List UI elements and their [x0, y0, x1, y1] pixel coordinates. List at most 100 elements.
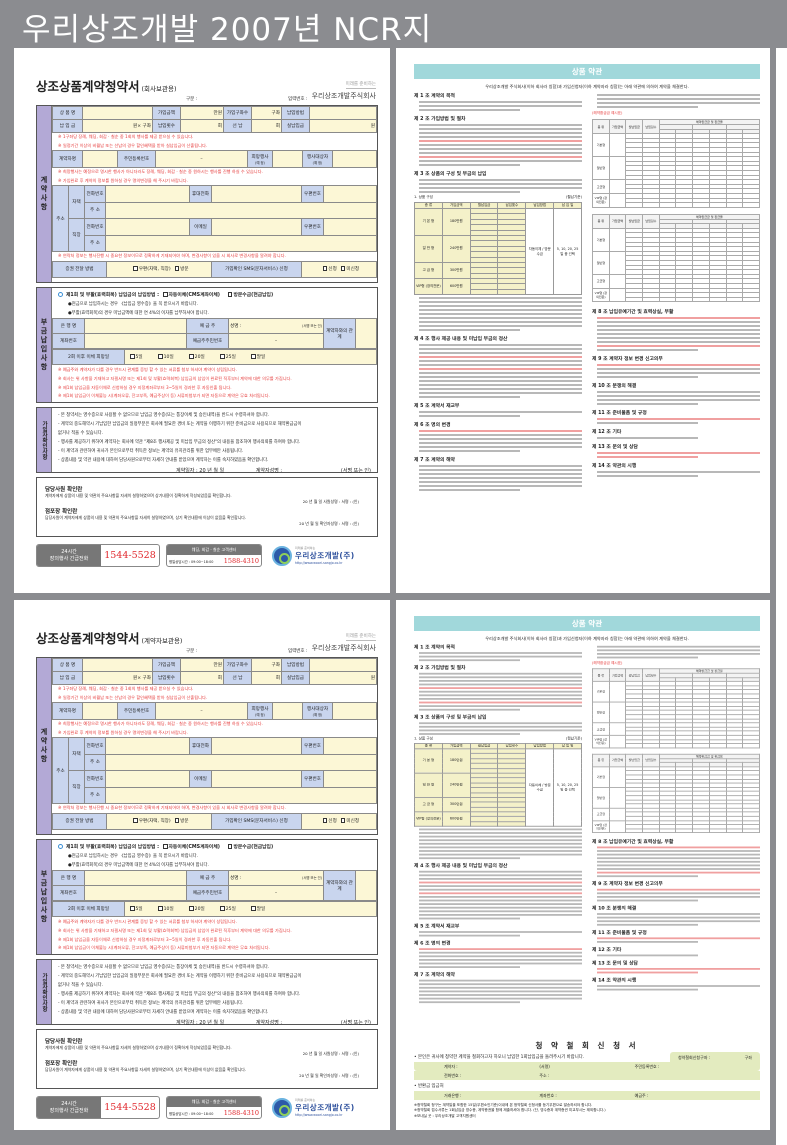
text-line	[597, 968, 760, 971]
checkbox-sms-apply[interactable]	[322, 818, 328, 823]
checkbox-visit[interactable]	[174, 818, 180, 823]
event-target-field[interactable]	[332, 150, 377, 168]
product-name-field[interactable]	[82, 658, 153, 672]
bank-field[interactable]	[84, 870, 187, 886]
relation-field[interactable]	[355, 318, 377, 349]
product-name-field[interactable]	[82, 106, 153, 120]
join-amount-field[interactable]: 만원	[180, 658, 224, 672]
home-phone-field[interactable]	[105, 737, 190, 755]
join-amount-field[interactable]: 만원	[180, 106, 224, 120]
resident-no-field[interactable]: –	[155, 702, 248, 720]
relation-field[interactable]	[355, 870, 377, 901]
home-zip-field[interactable]	[323, 737, 377, 755]
contractor-sign[interactable]: 계약자성명 :	[255, 1020, 283, 1026]
contractor-name-field[interactable]	[82, 702, 118, 720]
holder-field[interactable]: 성명 : (서명 또는 인)	[228, 870, 324, 886]
article: 제 12 조 기타	[592, 947, 760, 957]
email-field[interactable]	[211, 770, 302, 788]
holder-resident-field[interactable]: –	[228, 333, 324, 349]
email-field[interactable]	[211, 218, 302, 236]
actual-pay-field[interactable]: 원	[309, 119, 377, 133]
home-zip-field[interactable]	[323, 185, 377, 203]
manager-sign-line[interactable]: 20 년 월 일 확인자성명 : 서명 : (인)	[299, 1073, 359, 1078]
resident-no-field[interactable]: 주민등록번호 :	[634, 1064, 660, 1069]
sign-field[interactable]: (서명)	[539, 1064, 550, 1069]
resident-no-field[interactable]: –	[155, 150, 248, 168]
pay-count-field[interactable]: 회	[180, 671, 224, 685]
actual-pay-field[interactable]: 원	[309, 671, 377, 685]
checkbox-day[interactable]	[251, 906, 256, 911]
payment-field[interactable]: 원× 구좌	[82, 671, 153, 685]
bank-field[interactable]: 거래은행 :	[444, 1093, 462, 1098]
payment-field[interactable]: 원× 구좌	[82, 119, 153, 133]
checkbox-day[interactable]	[158, 906, 163, 911]
account-no-field[interactable]	[84, 885, 187, 901]
checkbox-sms-apply[interactable]	[322, 266, 328, 271]
holder-field[interactable]: 성명 : (서명 또는 인)	[228, 318, 324, 334]
prepay-field[interactable]: 회	[251, 671, 282, 685]
home-phone-field[interactable]	[105, 185, 190, 203]
pay-method-field[interactable]	[309, 658, 377, 672]
checkbox-day[interactable]	[220, 354, 225, 359]
wish-event-text: 희망행사	[251, 154, 269, 160]
work-phone-field[interactable]	[105, 770, 190, 788]
label-home-address: 주 소	[84, 753, 106, 771]
pay-method-field[interactable]	[309, 106, 377, 120]
withdrawal-account-count[interactable]: 청약철회신청구좌 : 구좌	[670, 1052, 760, 1064]
pay-count-field[interactable]: 회	[180, 119, 224, 133]
account-no-field[interactable]	[84, 333, 187, 349]
checkbox-mail[interactable]	[133, 266, 138, 271]
contractor-field[interactable]: 계약자 :	[444, 1064, 458, 1069]
staff-sign-line[interactable]: 20 년 월 일 사원성명 : 서명 : (인)	[302, 1051, 359, 1056]
td: 자동이체 / 방문수금	[525, 748, 555, 827]
home-address-field[interactable]	[105, 753, 377, 771]
checkbox-day[interactable]	[220, 906, 225, 911]
mobile-field[interactable]	[211, 737, 302, 755]
work-zip-field[interactable]	[323, 770, 377, 788]
checkbox-day[interactable]	[251, 354, 256, 359]
holder-resident-field[interactable]: –	[228, 885, 324, 901]
join-units-field[interactable]: 구좌	[251, 106, 282, 120]
checkbox-day[interactable]	[158, 354, 163, 359]
contractor-sign[interactable]: 계약자성명 :	[255, 468, 283, 474]
checkbox-day[interactable]	[189, 354, 194, 359]
work-address-field[interactable]	[105, 234, 377, 252]
contractor-name-field[interactable]	[82, 150, 118, 168]
checkbox-auto-transfer[interactable]	[163, 844, 168, 849]
note: ※ 예금주와 계약자가 다를 경우 반드시 관계를 증빙 할 수 있는 서류를 …	[58, 367, 237, 372]
checkbox-day[interactable]	[130, 354, 135, 359]
mobile-field[interactable]	[211, 185, 302, 203]
checkbox-visit-collect[interactable]	[227, 292, 233, 297]
checkbox-visit-collect[interactable]	[227, 844, 233, 849]
checkbox-day[interactable]	[130, 906, 135, 911]
staff-sign-line[interactable]: 20 년 월 일 사원성명 : 서명 : (인)	[302, 499, 359, 504]
home-address-field[interactable]	[105, 201, 377, 219]
checkbox-mail[interactable]	[133, 818, 138, 823]
phone-field[interactable]: 전화번호 :	[444, 1073, 462, 1078]
text-line	[419, 489, 520, 492]
wish-event-field[interactable]	[272, 702, 303, 720]
prepay-field[interactable]: 회	[251, 119, 282, 133]
checkbox-visit[interactable]	[174, 266, 180, 271]
work-phone-field[interactable]	[105, 218, 190, 236]
work-zip-field[interactable]	[323, 218, 377, 236]
holder-field[interactable]: 예금주 :	[634, 1093, 649, 1098]
checkbox-day[interactable]	[189, 906, 194, 911]
text-line	[419, 485, 582, 488]
text-line	[419, 983, 582, 986]
text-line	[419, 874, 582, 877]
wish-event-field[interactable]	[272, 150, 303, 168]
account-no-field[interactable]: 계좌번호 :	[539, 1093, 557, 1098]
manager-sign-line[interactable]: 20 년 월 일 확인자성명 : 서명 : (인)	[299, 521, 359, 526]
checkbox-sms-decline[interactable]	[340, 266, 346, 271]
contract-date[interactable]: 계약일자 : 20 년 월 일	[176, 1020, 225, 1026]
article: 제 9 조 계약자 정보 변경 신고의무	[592, 881, 760, 902]
checkbox-sms-decline[interactable]	[340, 818, 346, 823]
bank-field[interactable]	[84, 318, 187, 334]
join-units-field[interactable]: 구좌	[251, 658, 282, 672]
contract-date[interactable]: 계약일자 : 20 년 월 일	[176, 468, 225, 474]
event-target-field[interactable]	[332, 702, 377, 720]
address-field[interactable]: 주소 :	[539, 1073, 550, 1078]
work-address-field[interactable]	[105, 786, 377, 804]
checkbox-auto-transfer[interactable]	[163, 292, 168, 297]
